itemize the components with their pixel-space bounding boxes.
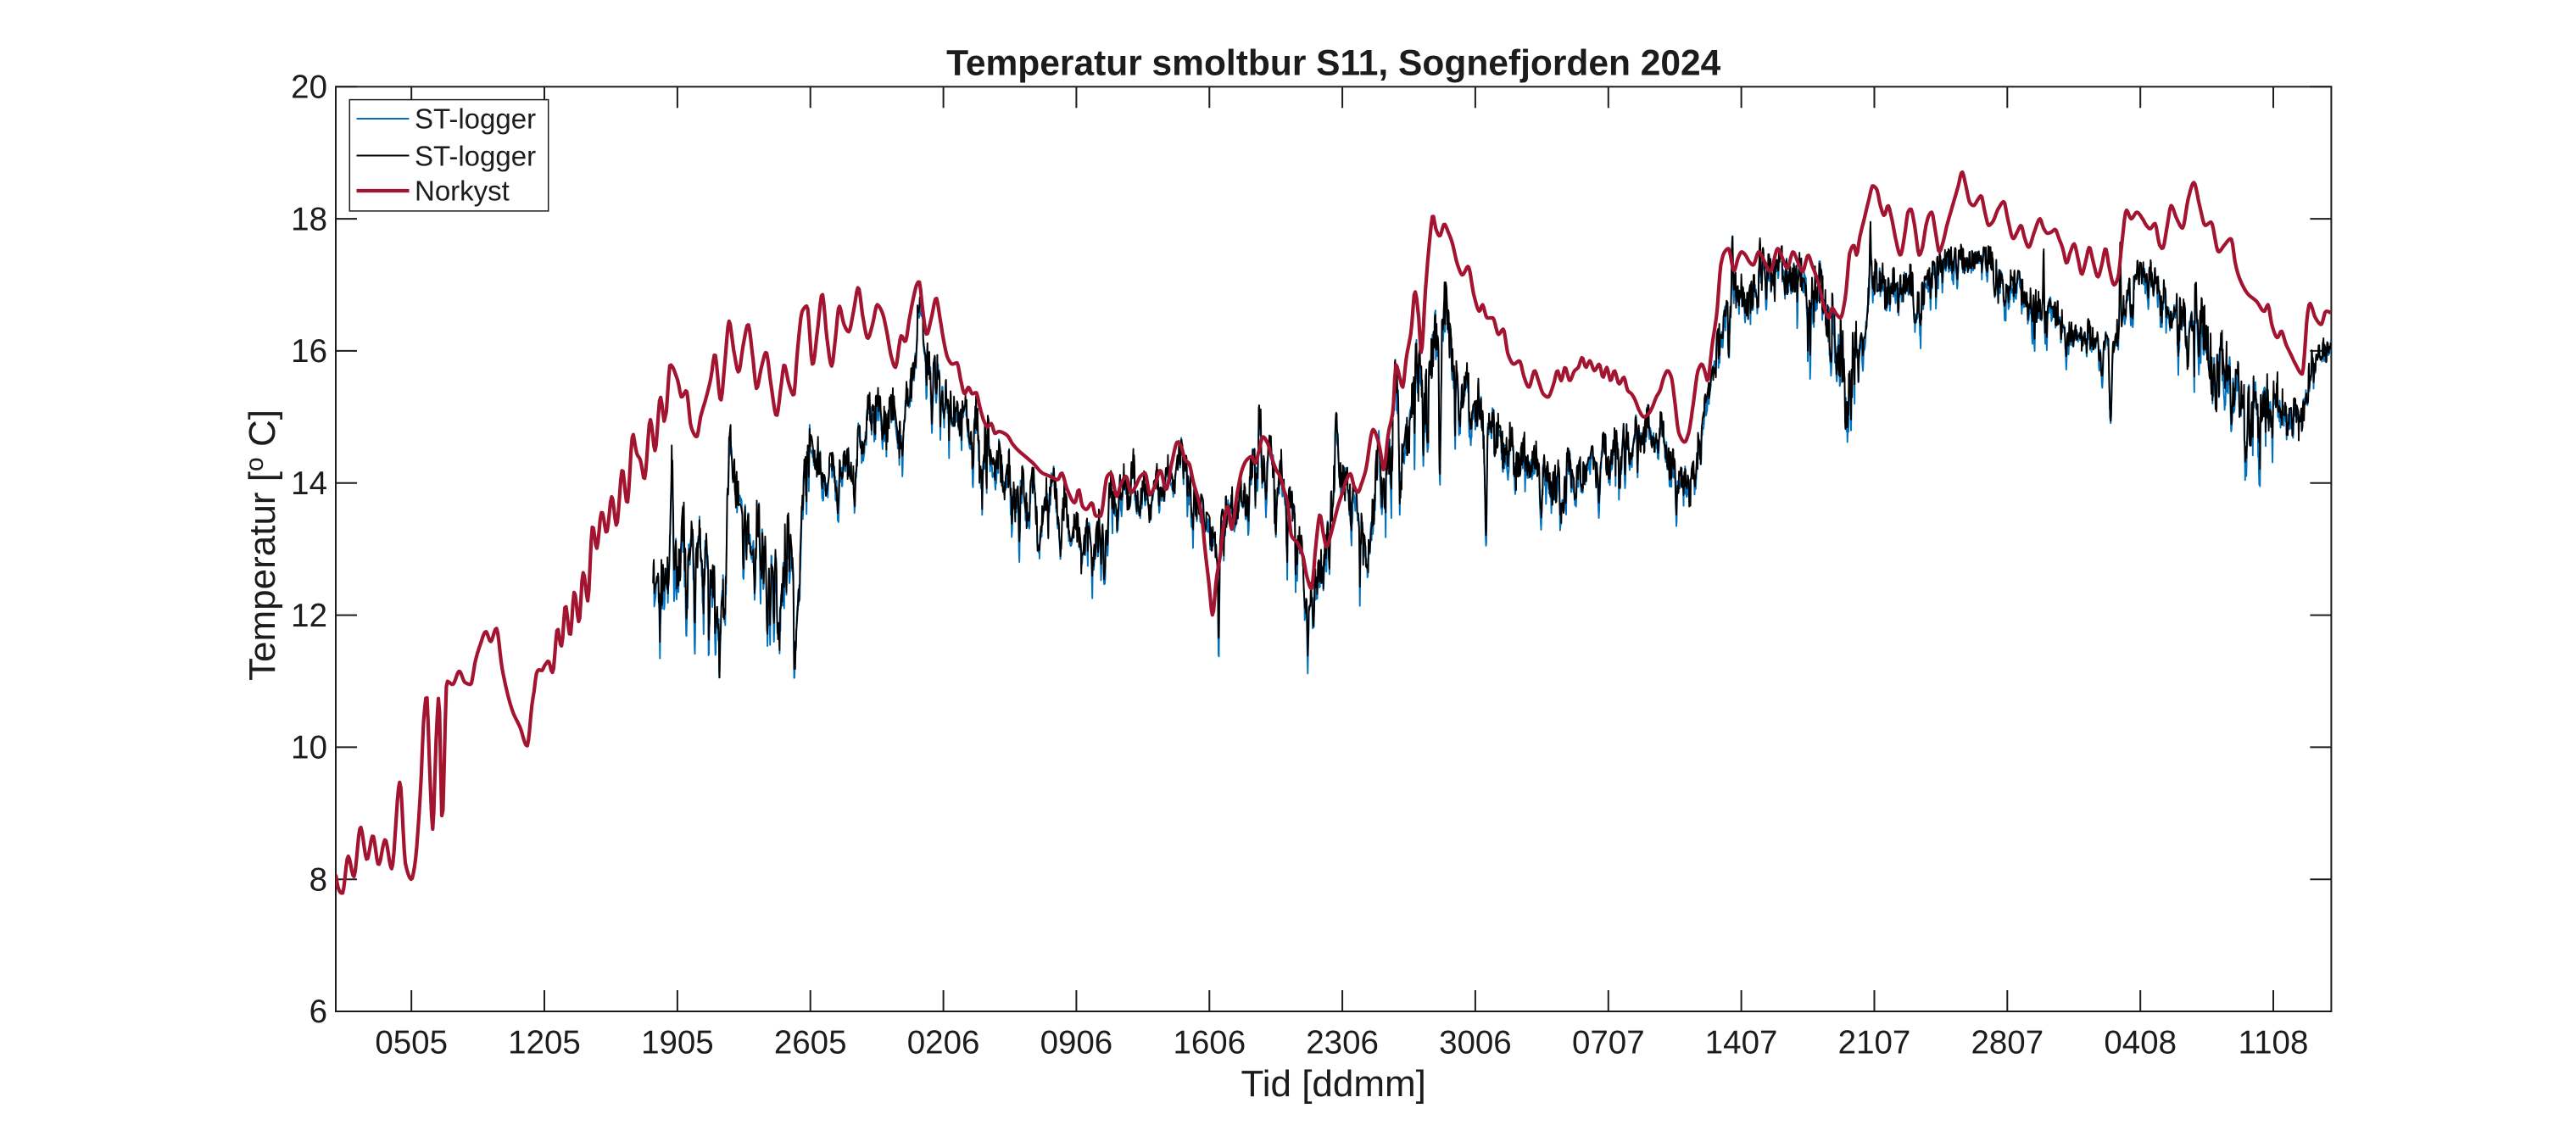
svg-text:Norkyst: Norkyst [415,175,510,207]
svg-text:ST-logger: ST-logger [415,141,536,172]
svg-text:0505: 0505 [375,1024,448,1061]
svg-text:14: 14 [291,465,327,502]
svg-text:2107: 2107 [1838,1024,1911,1061]
svg-text:2605: 2605 [774,1024,847,1061]
svg-text:10: 10 [291,730,327,766]
svg-text:0206: 0206 [907,1024,980,1061]
svg-text:1407: 1407 [1705,1024,1778,1061]
svg-text:1905: 1905 [641,1024,714,1061]
svg-text:3006: 3006 [1439,1024,1512,1061]
svg-text:Temperatur [o C]: Temperatur [o C] [241,409,283,681]
svg-text:Temperatur smoltbur S11, Sogne: Temperatur smoltbur S11, Sognefjorden 20… [946,44,1721,84]
svg-text:2807: 2807 [1971,1024,2044,1061]
svg-text:16: 16 [291,333,327,370]
svg-text:12: 12 [291,598,327,634]
svg-text:Tid [ddmm]: Tid [ddmm] [1241,1063,1425,1105]
svg-text:0906: 0906 [1040,1024,1113,1061]
svg-text:1606: 1606 [1173,1024,1246,1061]
svg-text:8: 8 [309,861,327,898]
svg-text:18: 18 [291,201,327,237]
svg-text:ST-logger: ST-logger [415,103,536,135]
svg-text:0707: 0707 [1572,1024,1645,1061]
svg-text:1108: 1108 [2239,1024,2309,1061]
svg-text:6: 6 [309,994,327,1030]
svg-text:20: 20 [291,70,327,106]
svg-text:1205: 1205 [508,1024,581,1061]
svg-text:2306: 2306 [1306,1024,1379,1061]
svg-text:0408: 0408 [2104,1024,2177,1061]
